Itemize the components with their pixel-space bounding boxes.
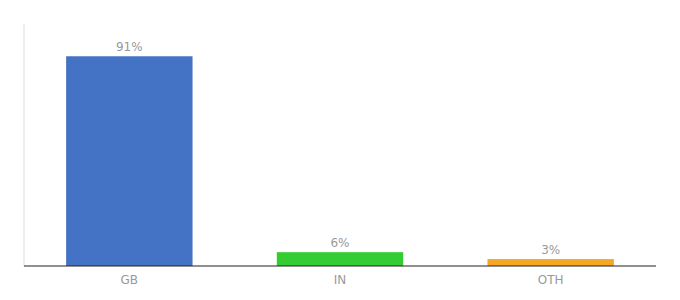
data-label: 91% [116, 40, 143, 54]
x-tick-label: OTH [538, 273, 564, 287]
bar [66, 56, 192, 266]
chart: 91% 6% 3% GB IN OTH [0, 0, 680, 300]
bar [487, 259, 613, 266]
x-axis-line [24, 265, 656, 266]
data-label: 6% [330, 236, 349, 250]
x-tick-label: IN [334, 273, 347, 287]
bars [66, 56, 614, 266]
data-label: 3% [541, 243, 560, 257]
bar [277, 252, 403, 266]
background [0, 0, 680, 300]
y-axis-line [24, 24, 25, 266]
x-tick-label: GB [121, 273, 139, 287]
chart-container: 91% 6% 3% GB IN OTH [0, 0, 680, 300]
